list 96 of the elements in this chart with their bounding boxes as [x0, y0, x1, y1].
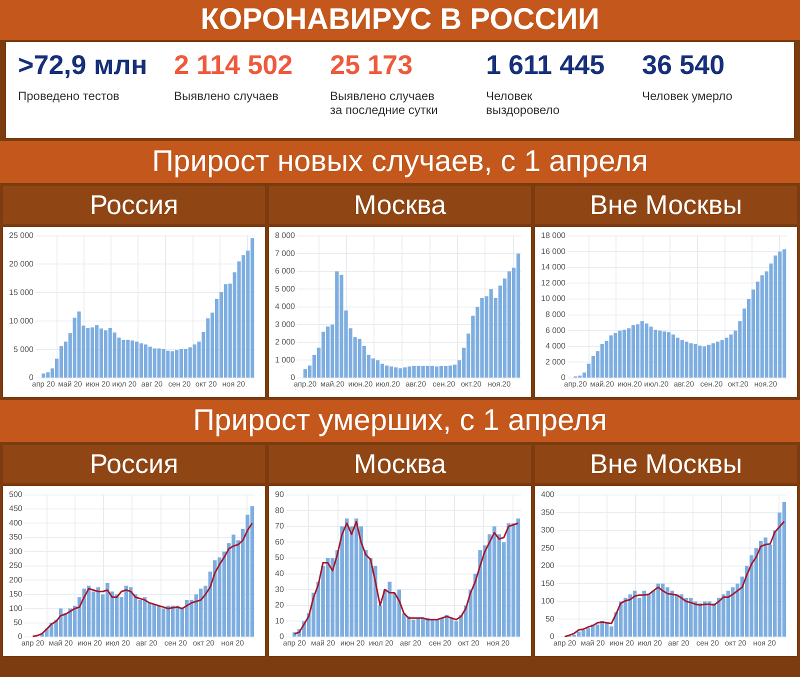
y-tick-label: 250: [540, 543, 555, 552]
chart-title: Москва: [269, 445, 531, 483]
bar: [157, 348, 161, 378]
bar: [371, 358, 376, 378]
y-tick-label: 200: [8, 575, 23, 584]
y-tick-label: 200: [540, 561, 555, 570]
text: 36 540: [642, 50, 726, 81]
y-tick-label: 50: [274, 553, 284, 562]
y-tick-label: 40: [274, 569, 284, 578]
bar: [631, 325, 636, 378]
bar: [649, 326, 653, 378]
y-tick-label: 400: [540, 490, 555, 500]
y-tick-label: 1 000: [274, 355, 296, 364]
y-tick-label: 300: [540, 526, 555, 535]
y-tick-label: 6 000: [274, 266, 296, 276]
text: Человек умерло: [642, 89, 734, 103]
chart-title: Россия: [3, 186, 265, 224]
bar: [516, 254, 520, 378]
bar: [179, 348, 184, 378]
y-tick-label: 4 000: [545, 342, 566, 351]
text: Проведено тестов: [18, 89, 120, 103]
bar: [711, 343, 716, 378]
y-tick-label: 7 000: [274, 248, 296, 258]
y-tick-label: 20 000: [9, 259, 34, 268]
y-tick-label: 250: [8, 561, 23, 570]
bar: [376, 360, 380, 378]
y-tick-label: 100: [8, 604, 23, 613]
bar: [609, 335, 613, 378]
y-tick-label: 15 000: [9, 288, 34, 297]
y-tick-label: 450: [8, 504, 23, 514]
bar: [729, 334, 733, 378]
chart-title: Россия: [3, 445, 265, 483]
y-tick-label: 50: [13, 618, 23, 627]
y-tick-label: 16 000: [541, 246, 566, 256]
text: КОРОНАВИРУС В РОССИИ: [0, 0, 800, 40]
y-tick-label: 70: [274, 522, 284, 531]
y-tick-label: 350: [8, 532, 23, 542]
bar: [671, 334, 676, 378]
y-tick-label: 90: [274, 490, 284, 500]
y-tick-label: 150: [540, 578, 555, 588]
y-tick-label: 0: [550, 632, 555, 642]
y-tick-label: 10: [274, 616, 284, 626]
bar: [42, 373, 46, 378]
y-tick-label: 6 000: [545, 326, 566, 335]
y-tick-label: 20: [274, 600, 284, 610]
y-tick-label: 5 000: [13, 344, 34, 354]
bar: [448, 366, 452, 378]
bar: [507, 271, 512, 378]
y-tick-label: 10 000: [9, 316, 34, 326]
text: Выявлено случаев за последние сутки: [330, 89, 439, 117]
bar: [384, 366, 389, 378]
bar: [77, 311, 81, 378]
y-tick-label: 60: [274, 537, 284, 546]
bar: [444, 366, 448, 378]
y-tick-label: 400: [8, 518, 23, 528]
chart-title: Вне Москвы: [535, 186, 797, 224]
bar: [380, 364, 384, 378]
y-tick-label: 0: [290, 373, 296, 382]
text: Прирост новых случаев, с 1 апреля: [0, 141, 800, 183]
y-tick-label: 150: [8, 590, 23, 599]
text: 25 173: [330, 50, 414, 81]
y-tick-label: 2 000: [545, 357, 566, 366]
text: Выявлено случаев: [174, 89, 280, 103]
text: 2 114 502: [174, 50, 294, 81]
y-tick-label: 50: [545, 614, 555, 624]
y-tick-label: 0: [561, 373, 566, 382]
y-tick-label: 4 000: [274, 302, 296, 312]
y-tick-label: 3 000: [274, 320, 296, 329]
text: Человек выздоровело: [486, 89, 561, 117]
bar: [99, 328, 104, 378]
y-tick-label: 30: [274, 584, 284, 594]
y-tick-label: 300: [8, 546, 23, 556]
y-tick-label: 2 000: [274, 338, 296, 347]
y-tick-label: 8 000: [274, 231, 296, 240]
y-tick-label: 80: [274, 506, 284, 515]
y-tick-label: 0: [29, 373, 34, 382]
y-tick-label: 8 000: [545, 310, 566, 320]
y-tick-label: 100: [540, 596, 555, 606]
y-tick-label: 350: [540, 508, 555, 517]
y-tick-label: 5 000: [274, 284, 296, 294]
text: 1 611 445: [486, 50, 606, 81]
chart-title: Вне Москвы: [535, 445, 797, 483]
bar: [689, 343, 693, 378]
chart-title: Москва: [269, 186, 531, 224]
text: Прирост умерших, с 1 апреля: [0, 400, 800, 442]
y-tick-label: 25 000: [9, 231, 34, 240]
y-tick-label: 18 000: [541, 231, 566, 240]
y-tick-label: 0: [279, 632, 284, 642]
y-tick-label: 500: [8, 490, 23, 500]
bar: [439, 366, 444, 378]
y-tick-label: 14 000: [541, 262, 566, 272]
y-tick-label: 0: [18, 632, 23, 642]
y-tick-label: 12 000: [541, 278, 566, 288]
y-tick-label: 10 000: [541, 294, 566, 304]
bar: [139, 343, 144, 378]
text: >72,9 млн: [18, 50, 148, 81]
